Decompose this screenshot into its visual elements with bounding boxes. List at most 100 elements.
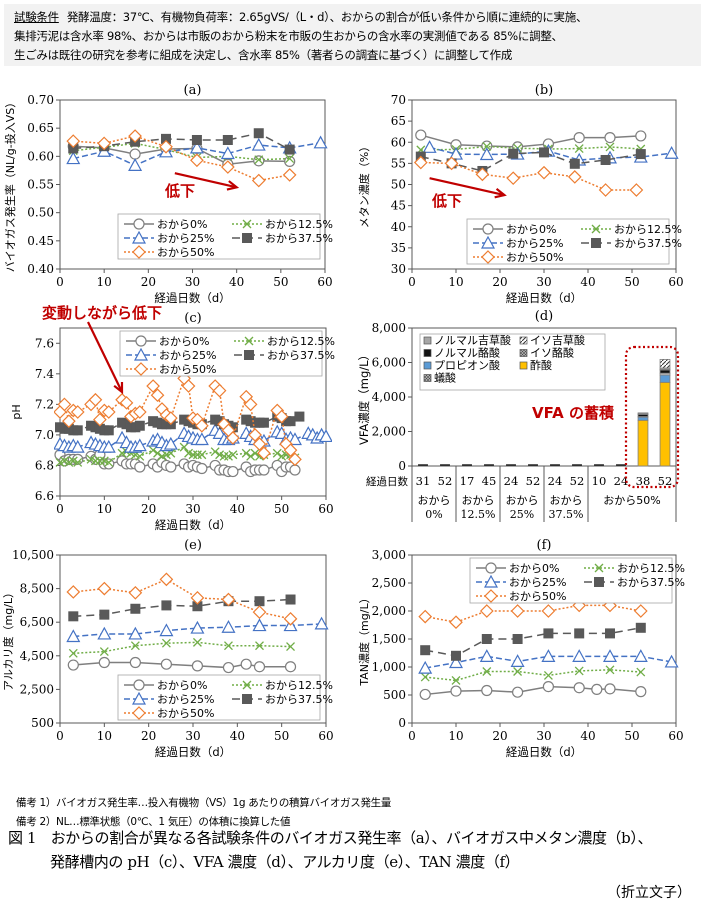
caption-line-2: 発酵槽内の pH（c）、VFA 濃度（d）、アルカリ度（e）、TAN 濃度（f） — [50, 853, 520, 871]
x-tick-label: 52 — [438, 474, 453, 488]
note-2: 備考 2）NL…標準状態（0℃、1 気圧）の体積に換算した値 — [16, 816, 291, 828]
legend-label: おから25% — [509, 576, 566, 589]
data-point — [72, 425, 83, 436]
data-point — [591, 683, 603, 695]
data-point — [98, 656, 110, 669]
legend-marker-diamond-icon — [132, 706, 146, 720]
x-axis: 0 10 20 30 40 50 60 — [408, 723, 684, 743]
legend-swatch — [519, 349, 528, 357]
data-point — [57, 397, 72, 412]
chart-b-methane-concentration: (b) 30 35 40 45 50 55 60 65 70 0 10 20 30 40 50 60 経過日数（d… — [350, 78, 705, 305]
y-tick-label: 10,500 — [12, 548, 54, 562]
legend-label: おから25% — [157, 693, 214, 706]
data-point — [135, 451, 145, 461]
x-tick-label: 50 — [273, 275, 288, 289]
data-point — [635, 130, 647, 142]
data-point — [537, 165, 551, 180]
x-tick-label: 0 — [56, 729, 64, 743]
legend-marker-x-icon — [242, 680, 252, 690]
series-line — [73, 132, 291, 151]
legend-label: おから50% — [157, 707, 214, 720]
data-point — [664, 145, 679, 159]
data-point — [274, 409, 289, 424]
legend-item: おから12.5% — [234, 335, 335, 348]
y-tick-label: 40 — [391, 220, 406, 234]
y-tick-label: 0.40 — [27, 262, 54, 276]
x-tick-label: 31 — [416, 474, 431, 488]
legend: おから0% おから12.5% おから25% おから37.5% おから50% — [117, 213, 333, 260]
x-tick-label: 24 — [504, 474, 519, 488]
y-axis-label: メタン濃度（%） — [357, 141, 371, 228]
y-tick-label: 0.50 — [27, 206, 54, 220]
data-point — [130, 641, 140, 651]
data-point — [66, 629, 81, 643]
bar-segment — [637, 419, 649, 467]
y-tick-label: 8,500 — [20, 582, 54, 596]
x-axis: 0 10 20 30 40 50 60 — [56, 496, 334, 516]
category-axis: 経過日数 31 52 17 45 24 52 24 52 10 24 38 52おから0%おから12.5… — [366, 466, 677, 522]
data-point — [88, 392, 103, 407]
y-tick-label: 55 — [391, 156, 406, 170]
data-point — [257, 446, 271, 461]
data-point — [635, 149, 646, 160]
data-point — [163, 436, 178, 450]
legend-label: おから37.5% — [614, 237, 682, 250]
data-point — [132, 405, 147, 419]
bars — [418, 358, 671, 467]
data-point — [285, 154, 295, 164]
data-point — [420, 645, 431, 656]
x-tick-label: 30 — [185, 502, 200, 516]
bar-segment — [637, 416, 649, 421]
group-label: おから — [506, 494, 539, 507]
data-point — [482, 142, 492, 151]
x-tick-label: 20 — [141, 502, 156, 516]
data-point — [189, 140, 204, 154]
series-okara37_5 — [420, 622, 646, 661]
x-tick-label: 40 — [230, 502, 245, 516]
legend: おから0% おから12.5% おから25% おから37.5% おから50% — [466, 218, 682, 265]
legend-marker-diamond-icon — [132, 245, 146, 259]
data-point — [573, 682, 585, 694]
data-point — [99, 609, 110, 620]
data-point — [286, 642, 295, 652]
data-point — [288, 452, 302, 467]
chart-title: (a) — [184, 83, 202, 98]
legend-label: おから37.5% — [617, 576, 685, 589]
data-point — [220, 146, 235, 160]
data-point — [605, 142, 615, 152]
y-tick-label: 2,500 — [20, 682, 54, 696]
data-point — [629, 183, 644, 197]
legend-item: イソ吉草酸 — [519, 333, 585, 347]
y-tick-label: 45 — [391, 199, 406, 213]
legend-marker-circle-icon — [482, 223, 494, 235]
data-point — [415, 129, 427, 141]
data-point — [253, 155, 265, 167]
data-point — [289, 464, 301, 476]
data-point — [221, 592, 236, 607]
x-tick-label: 40 — [230, 729, 245, 743]
x-tick-label: 20 — [141, 729, 156, 743]
data-point — [67, 659, 79, 671]
data-point — [318, 429, 332, 443]
y-axis-label: pH — [10, 404, 23, 419]
data-point — [246, 451, 256, 461]
y-axis: 0 2,000 4,000 6,000 8,000 — [372, 321, 412, 473]
data-point — [574, 666, 584, 676]
data-point — [287, 432, 302, 446]
legend-swatch — [423, 374, 432, 382]
data-point — [163, 411, 178, 425]
author: （折立文子） — [607, 885, 691, 901]
group-label: おから50% — [603, 494, 660, 507]
data-point — [191, 134, 202, 145]
data-point — [413, 155, 428, 170]
y-tick-label: 50 — [391, 178, 406, 192]
data-point — [539, 147, 549, 158]
data-point — [542, 681, 554, 693]
data-point — [602, 649, 618, 662]
y-tick-label: 0.65 — [27, 121, 54, 135]
legend: おから0% おから12.5% おから25% おから37.5% おから50% — [119, 330, 335, 377]
legend-item: おから50% — [126, 362, 216, 376]
data-point — [161, 600, 172, 611]
data-point — [97, 136, 112, 151]
legend-marker-triangle-icon — [131, 691, 147, 705]
